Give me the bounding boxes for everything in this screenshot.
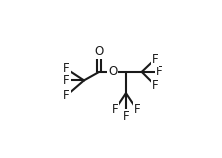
Text: F: F	[63, 89, 70, 102]
Text: F: F	[155, 65, 162, 78]
Text: F: F	[152, 53, 159, 66]
Text: F: F	[112, 103, 118, 116]
Text: F: F	[152, 79, 159, 92]
Text: F: F	[63, 62, 70, 75]
Text: F: F	[123, 110, 129, 123]
Text: O: O	[95, 45, 104, 58]
Text: F: F	[63, 74, 70, 87]
Text: F: F	[134, 103, 140, 116]
Text: O: O	[108, 65, 117, 78]
